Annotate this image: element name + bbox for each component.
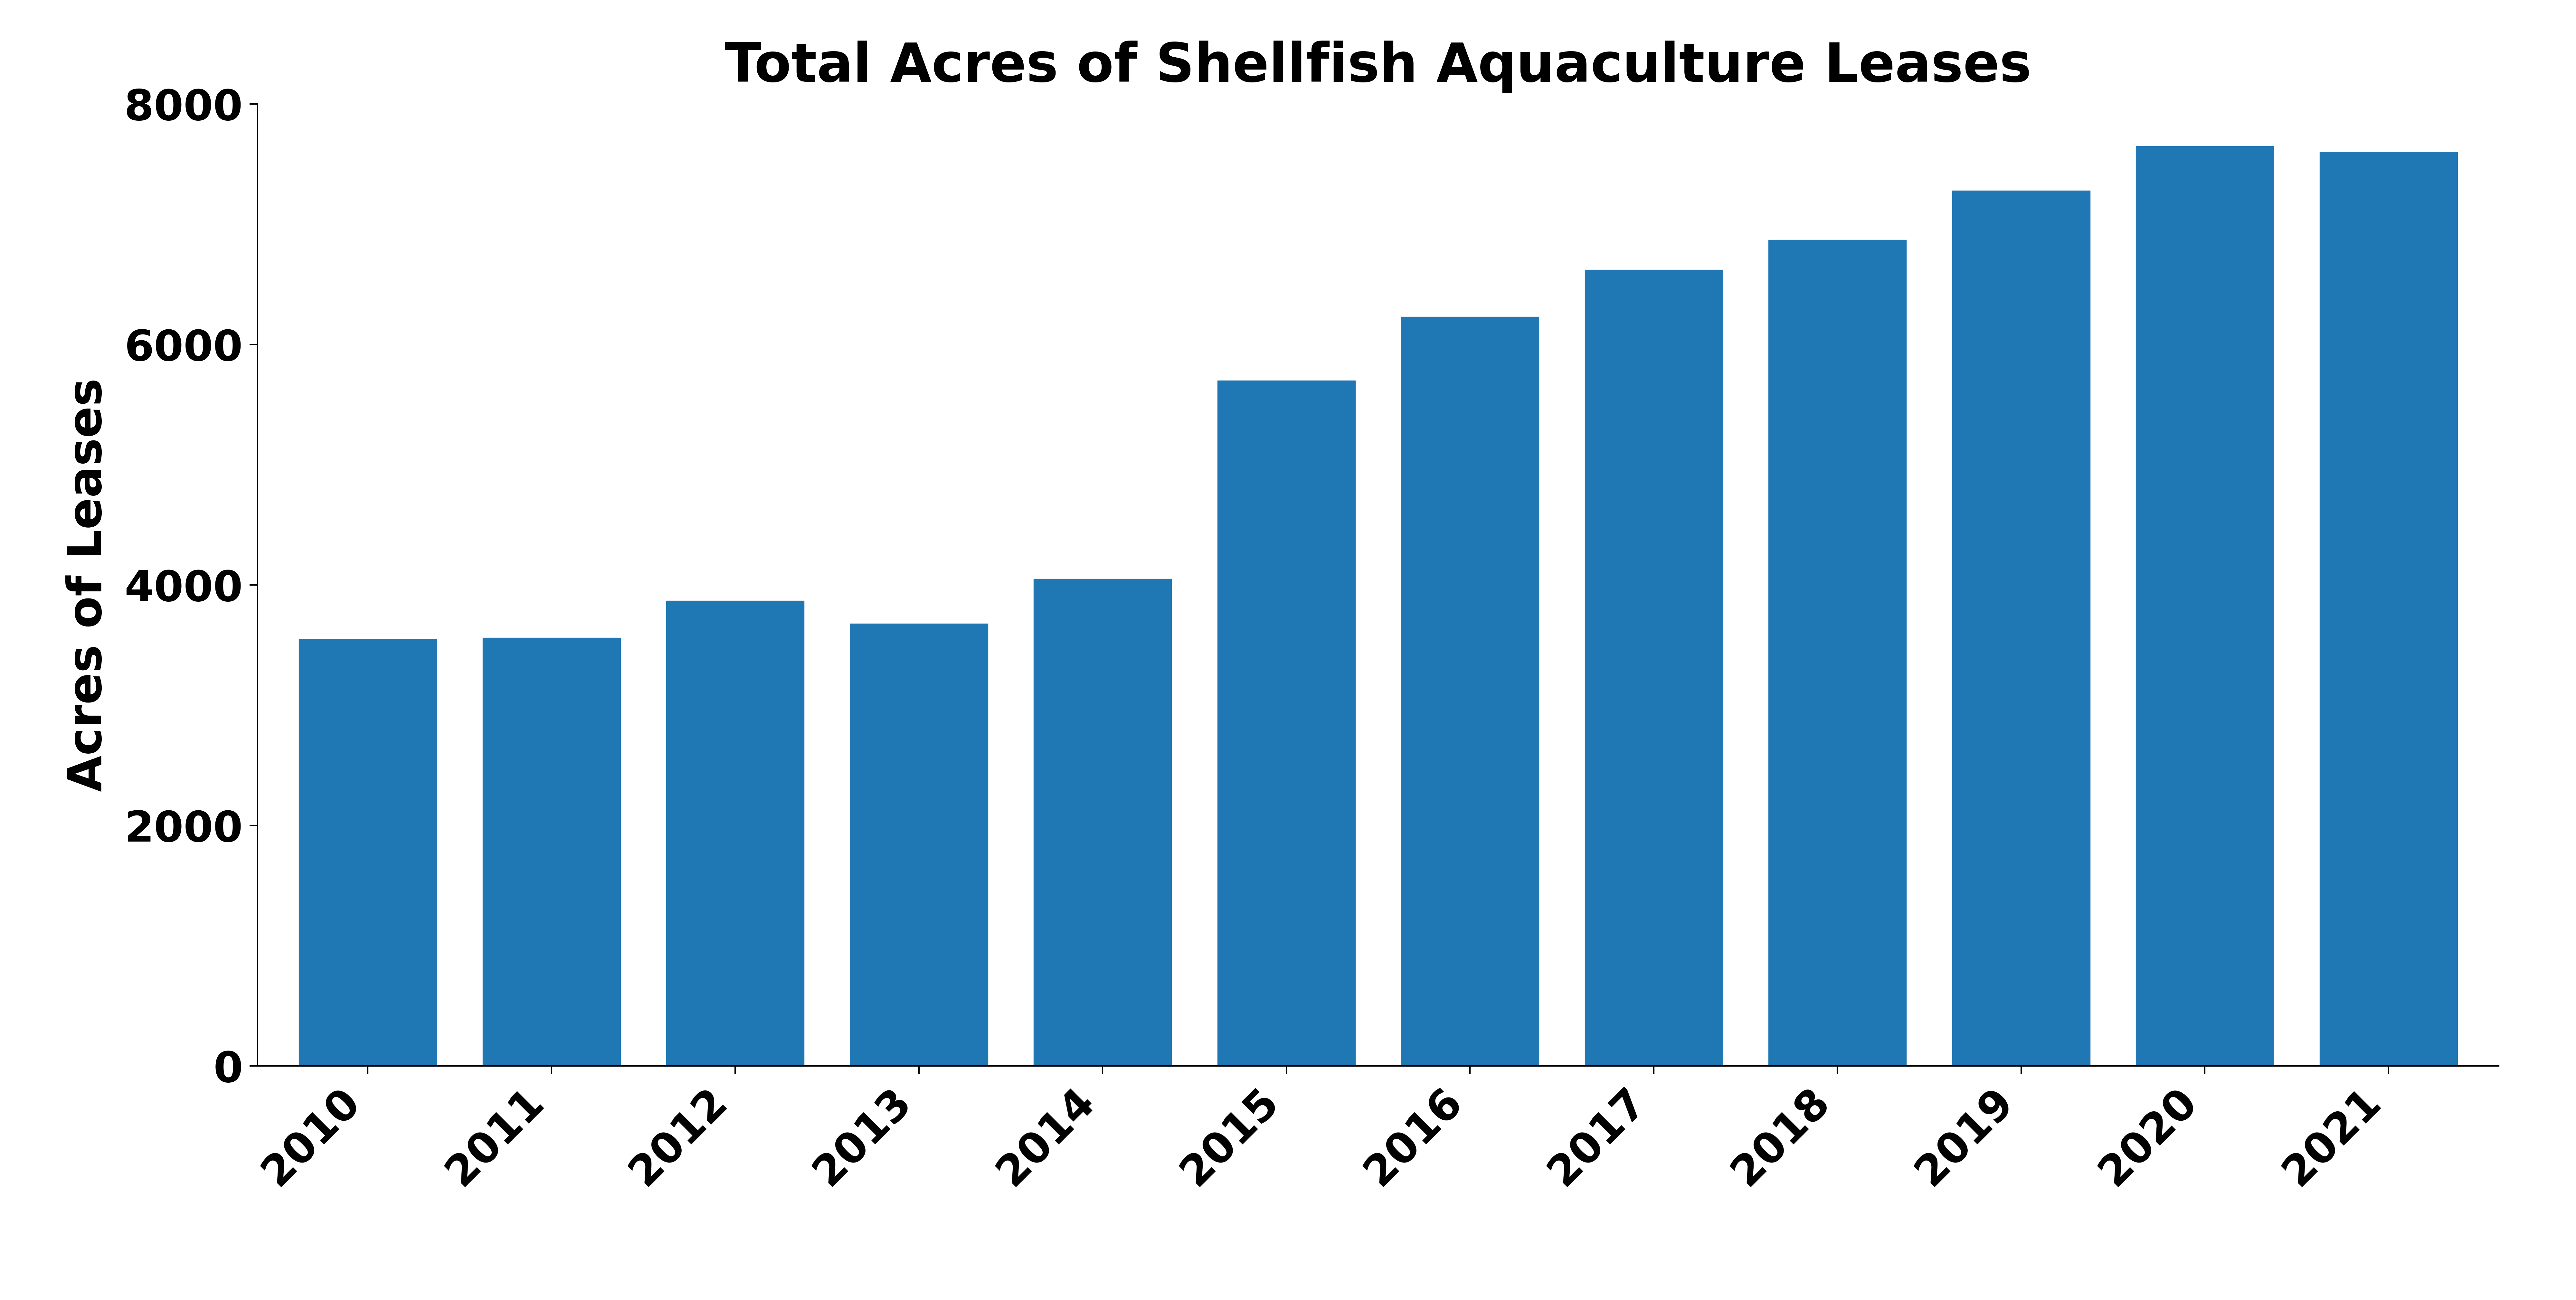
Bar: [1770, 240, 1906, 1066]
Bar: [1584, 270, 1723, 1066]
Bar: [2318, 152, 2458, 1066]
Bar: [1033, 579, 1172, 1066]
Bar: [1218, 381, 1355, 1066]
Bar: [482, 638, 621, 1066]
Bar: [2136, 146, 2275, 1066]
Bar: [667, 601, 804, 1066]
Bar: [1401, 317, 1538, 1066]
Bar: [850, 624, 987, 1066]
Bar: [299, 640, 438, 1066]
Bar: [1953, 191, 2089, 1066]
Title: Total Acres of Shellfish Aquaculture Leases: Total Acres of Shellfish Aquaculture Lea…: [724, 40, 2032, 92]
Y-axis label: Acres of Leases: Acres of Leases: [64, 378, 111, 792]
